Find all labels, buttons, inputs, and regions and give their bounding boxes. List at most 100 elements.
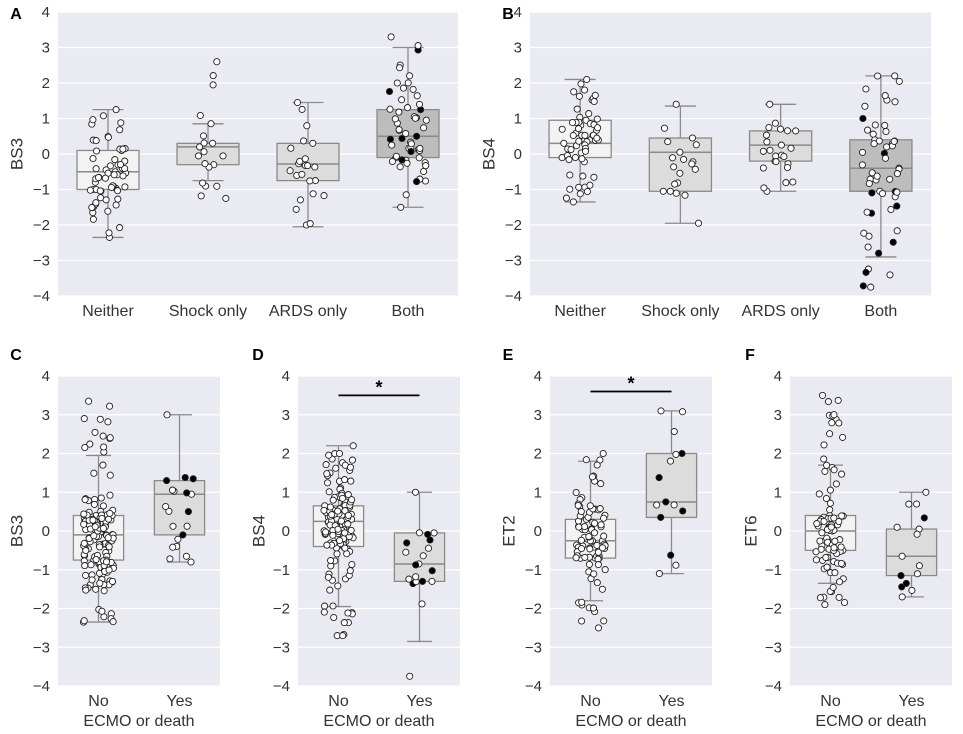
data-point [593,579,601,587]
data-point [590,173,598,181]
data-point [588,473,597,481]
data-point [344,609,352,617]
data-point [666,457,675,465]
category-label: Neither [82,303,134,320]
data-point [893,188,901,196]
data-point [578,155,586,163]
data-point [895,77,903,85]
data-point [870,140,878,148]
data-point [395,126,403,134]
data-point [411,114,419,122]
category-label: No [328,693,349,710]
data-point [82,571,90,579]
data-point [348,560,356,569]
category-label: Yes [166,693,192,710]
data-point [597,480,605,488]
data-point [395,108,403,116]
data-point [893,170,901,178]
y-tick-label: 3 [282,407,290,424]
data-point [871,121,879,129]
panel-a: −4 −3 −2 −1 0 1 2 3 4 BS3 A Neither Shock only ARDS o… [7,4,458,320]
data-point [830,544,838,552]
data-point [219,152,227,160]
data-point [322,528,330,536]
data-point [771,119,779,127]
data-point [581,523,589,531]
data-point-filled [413,132,421,140]
data-point [104,534,112,542]
data-point-filled [424,530,432,538]
data-point [893,523,901,531]
data-point [102,196,110,204]
y-axis-label: ET6 [741,515,760,546]
data-point [826,430,834,438]
data-point [915,562,923,570]
y-tick-label: 0 [534,523,542,540]
data-point [575,523,583,531]
y-tick-label: −2 [505,217,522,234]
data-point [409,85,417,93]
data-point [105,566,113,574]
y-tick-label: 2 [42,446,50,463]
data-point [576,190,584,198]
data-point [835,593,843,601]
data-point [96,543,104,551]
data-point [415,154,423,162]
data-point [780,152,788,161]
data-point [322,461,330,469]
data-point-filled [184,508,192,516]
data-point [165,507,173,515]
data-point [325,451,333,459]
data-point [162,502,170,511]
y-tick-label: 1 [534,484,542,501]
data-point [828,419,836,427]
data-point [783,163,792,172]
points-3 [385,33,430,211]
data-point [341,544,349,552]
data-point [396,163,404,171]
data-point [298,170,306,178]
data-point [579,172,587,180]
y-tick-label: 1 [774,484,782,501]
data-point [590,97,598,106]
data-point [862,85,870,93]
box-iqr [153,479,206,536]
data-point [829,583,837,591]
data-point [581,131,589,139]
data-point [762,131,771,139]
data-point [789,178,797,186]
data-point [199,179,207,187]
x-axis-label: ECMO or death [83,713,194,730]
y-tick-label: 2 [282,446,290,463]
data-point [670,427,678,436]
data-point [80,539,88,547]
data-point [324,573,332,581]
data-point [194,152,203,160]
data-point [199,132,208,140]
points-0 [79,397,118,626]
data-point-filled [657,513,665,521]
data-point [88,203,96,212]
y-tick-label: −2 [273,601,290,618]
data-point [812,548,820,556]
data-point [816,537,824,545]
data-point [416,144,424,152]
data-point [569,131,577,140]
points-1 [893,488,930,601]
y-tick-label: 3 [774,407,782,424]
data-point [835,578,844,586]
data-point [657,407,665,415]
data-point [213,58,221,66]
data-point [827,523,835,531]
y-axis-label: ET2 [499,515,518,546]
data-point [838,512,846,520]
data-point [169,522,177,530]
data-point [830,466,838,474]
data-point-filled [678,449,686,458]
data-point [341,507,349,515]
data-point [787,144,795,152]
data-point [891,72,899,80]
data-point [865,179,873,188]
data-point-filled [662,498,670,506]
data-point [82,546,90,555]
